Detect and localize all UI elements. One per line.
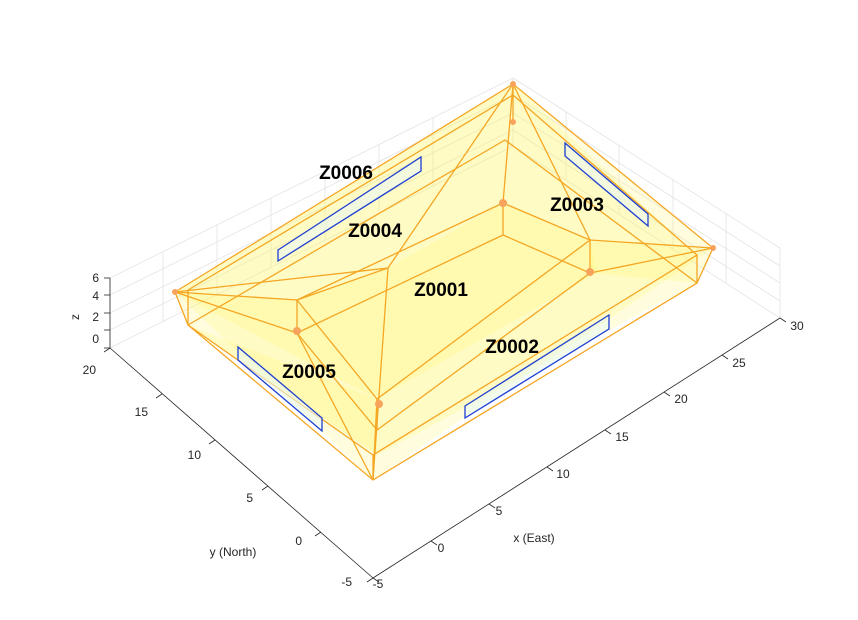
x-tick-label: 20 [674, 392, 688, 406]
window-east [564, 141, 649, 228]
zone-label-z0002: Z0002 [485, 337, 539, 358]
core-zone-face [297, 203, 597, 399]
zone-label-z0003: Z0003 [550, 195, 604, 216]
zone-labels: Z0001 Z0002 Z0003 Z0004 Z0005 Z0006 [282, 163, 604, 383]
window-west [237, 345, 323, 433]
y-tick-label: 10 [188, 448, 202, 462]
x-tick-label: -5 [373, 577, 384, 591]
x-tick-labels: -5 0 5 10 15 20 25 30 [373, 319, 804, 591]
y-tick-label: 0 [295, 534, 302, 548]
upper-face [175, 84, 697, 399]
z-axis-label: z [68, 314, 82, 320]
west-zone-face [175, 292, 377, 455]
windows [237, 141, 649, 433]
zone-label-z0001: Z0001 [414, 280, 468, 301]
z-tick-label: 4 [92, 289, 99, 303]
z-tick-label: 2 [92, 310, 99, 324]
x-tick-label: 5 [496, 504, 503, 518]
x-tick-label: 25 [732, 356, 746, 370]
y-tick-labels: 20 15 10 5 0 -5 [83, 363, 353, 589]
x-tick-label: 0 [438, 541, 445, 555]
window-south [464, 313, 610, 420]
x-tick-label: 30 [790, 319, 804, 333]
z-tick-labels: 6 4 2 0 [92, 271, 99, 346]
south-wall-face [188, 255, 697, 455]
axes [103, 277, 787, 583]
outer-roof-face [175, 84, 713, 480]
x-tick-label: 10 [556, 467, 570, 481]
y-tick-label: 15 [135, 405, 149, 419]
x-axis-label: x (East) [513, 531, 554, 545]
zone-label-z0004: Z0004 [348, 221, 402, 242]
zone-geometry [172, 81, 716, 481]
z-tick-label: 0 [92, 332, 99, 346]
zone-label-z0006: Z0006 [319, 163, 373, 184]
z-tick-label: 6 [92, 271, 99, 285]
y-tick-label: 5 [246, 491, 253, 505]
x-tick-label: 15 [615, 430, 629, 444]
y-tick-label: 20 [83, 363, 97, 377]
zone-label-z0005: Z0005 [282, 362, 336, 383]
y-tick-label: -5 [341, 575, 352, 589]
window-north [277, 155, 422, 263]
y-axis-label: y (North) [210, 545, 257, 559]
